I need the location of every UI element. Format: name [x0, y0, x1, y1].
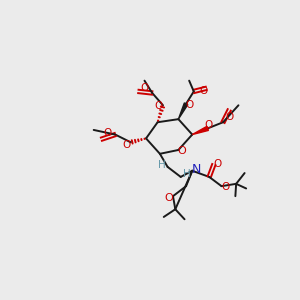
Text: H: H — [183, 169, 191, 179]
Text: O: O — [221, 182, 230, 192]
Polygon shape — [178, 103, 188, 119]
Text: O: O — [214, 159, 222, 169]
Text: O: O — [140, 83, 148, 93]
Text: H: H — [158, 160, 165, 170]
Text: O: O — [226, 112, 234, 122]
Text: O: O — [164, 193, 173, 203]
Polygon shape — [192, 126, 208, 135]
Text: O: O — [178, 146, 187, 156]
Text: O: O — [204, 119, 212, 130]
Text: N: N — [191, 163, 201, 176]
Text: O: O — [186, 100, 194, 110]
Text: O: O — [200, 86, 208, 96]
Text: O: O — [103, 128, 112, 138]
Text: O: O — [123, 140, 131, 150]
Text: O: O — [154, 101, 163, 111]
